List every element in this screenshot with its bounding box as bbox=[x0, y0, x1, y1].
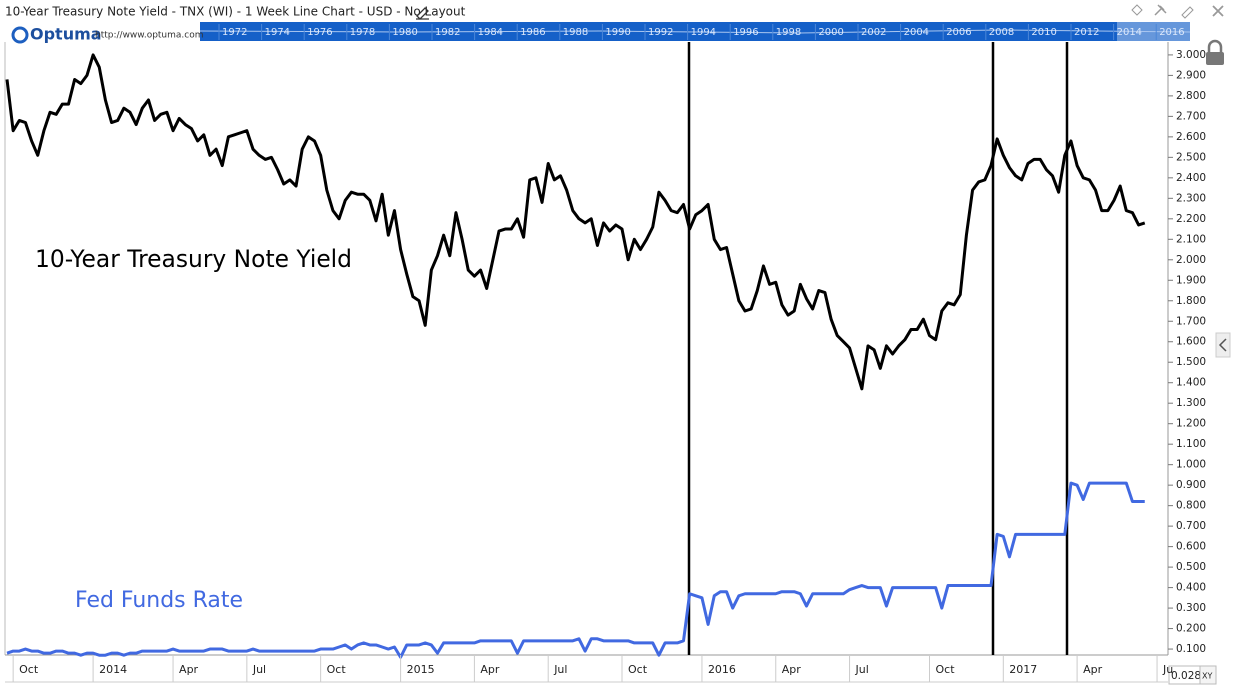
plot-area bbox=[5, 53, 1146, 659]
y-tick-label: 1.600 bbox=[1176, 336, 1206, 348]
x-tick-label: Apr bbox=[1083, 663, 1103, 676]
navigator-year: 1978 bbox=[350, 27, 375, 38]
y-tick-label: 1.200 bbox=[1176, 418, 1206, 430]
x-tick-label: Oct bbox=[936, 663, 956, 676]
y-tick-label: 1.500 bbox=[1176, 356, 1206, 368]
navigator-year: 2012 bbox=[1074, 27, 1099, 38]
navigator-year: 1982 bbox=[435, 27, 460, 38]
navigator-year: 1974 bbox=[265, 27, 290, 38]
diamond-icon[interactable] bbox=[1131, 4, 1143, 16]
lock-shackle bbox=[1207, 39, 1223, 52]
panel-arrow bbox=[1218, 338, 1227, 352]
x-tick-label: 2014 bbox=[99, 663, 127, 676]
logo-icon bbox=[11, 26, 29, 44]
x-tick-label: Ju bbox=[1162, 663, 1173, 676]
navigator-year: 2010 bbox=[1031, 27, 1056, 38]
navigator-year: 1996 bbox=[733, 27, 758, 38]
x-tick-label: Oct bbox=[19, 663, 39, 676]
navigator-year: 2000 bbox=[818, 27, 843, 38]
navigator-year: 1992 bbox=[648, 27, 673, 38]
y-tick-label: 3.000 bbox=[1176, 49, 1206, 61]
y-tick-label: 2.800 bbox=[1176, 90, 1206, 102]
series-label: 10-Year Treasury Note Yield bbox=[35, 245, 352, 273]
x-tick-label: Apr bbox=[782, 663, 802, 676]
y-tick-label: 1.900 bbox=[1176, 274, 1206, 286]
pencil-icon[interactable] bbox=[1181, 6, 1194, 19]
panel-toggle[interactable] bbox=[1215, 332, 1231, 358]
navigator-year: 1980 bbox=[392, 27, 417, 38]
navigator-year: 2016 bbox=[1159, 27, 1184, 38]
navigator-trace bbox=[199, 29, 1191, 34]
y-tick-label: 2.000 bbox=[1176, 254, 1206, 266]
x-tick-label: Oct bbox=[628, 663, 648, 676]
navigator-year: 2008 bbox=[989, 27, 1014, 38]
x-tick-label: 2016 bbox=[708, 663, 736, 676]
readout: 0.028: bbox=[1171, 670, 1205, 682]
x-tick-label: Jul bbox=[553, 663, 567, 676]
navigator-year: 2014 bbox=[1117, 27, 1142, 38]
series-line bbox=[5, 53, 1146, 391]
y-tick-label: 2.400 bbox=[1176, 172, 1206, 184]
series-line bbox=[6, 481, 1145, 659]
mode-box[interactable] bbox=[1199, 665, 1217, 685]
close-icon[interactable] bbox=[1212, 5, 1224, 17]
navigator-year: 1986 bbox=[520, 27, 545, 38]
y-tick-label: 0.400 bbox=[1176, 582, 1206, 594]
navigator-year: 1990 bbox=[605, 27, 630, 38]
y-tick-label: 1.300 bbox=[1176, 397, 1206, 409]
navigator-year: 1984 bbox=[478, 27, 503, 38]
navigator-year: 1998 bbox=[776, 27, 801, 38]
y-tick-label: 0.500 bbox=[1176, 561, 1206, 573]
x-tick-label: Jul bbox=[855, 663, 869, 676]
navigator-year: 1976 bbox=[307, 27, 332, 38]
y-tick-label: 0.900 bbox=[1176, 479, 1206, 491]
y-tick-label: 1.400 bbox=[1176, 377, 1206, 389]
y-tick-label: 0.800 bbox=[1176, 500, 1206, 512]
navigator-year: 1994 bbox=[691, 27, 716, 38]
edit-icon[interactable] bbox=[416, 7, 429, 20]
y-tick-label: 0.100 bbox=[1176, 643, 1206, 655]
navigator-years: 1972 1974 1976 1978 1980 1982 1984 1986 1988 1990… bbox=[218, 24, 1185, 40]
x-tick-label: 2017 bbox=[1009, 663, 1037, 676]
navigator-year: 1972 bbox=[222, 27, 247, 38]
y-tick-label: 0.300 bbox=[1176, 602, 1206, 614]
y-tick-label: 2.600 bbox=[1176, 131, 1206, 143]
y-tick-label: 1.000 bbox=[1176, 459, 1206, 471]
y-tick-label: 0.200 bbox=[1176, 623, 1206, 635]
y-tick-label: 2.100 bbox=[1176, 233, 1206, 245]
x-tick-label: Apr bbox=[179, 663, 199, 676]
x-tick-label: 2015 bbox=[407, 663, 435, 676]
pin-icon[interactable] bbox=[1154, 4, 1167, 16]
navigator-year: 2004 bbox=[904, 27, 929, 38]
x-tick-label: Jul bbox=[252, 663, 266, 676]
navigator-year: 2002 bbox=[861, 27, 886, 38]
mode[interactable]: XY bbox=[1202, 672, 1212, 681]
y-tick-label: 2.700 bbox=[1176, 110, 1206, 122]
y-tick-label: 2.300 bbox=[1176, 192, 1206, 204]
y-tick-label: 0.700 bbox=[1176, 520, 1206, 532]
y-tick-label: 2.900 bbox=[1176, 69, 1206, 81]
y-tick-label: 1.100 bbox=[1176, 438, 1206, 450]
y-tick-label: 2.200 bbox=[1176, 213, 1206, 225]
logo-area bbox=[5, 22, 200, 41]
x-tick-label: Apr bbox=[480, 663, 500, 676]
y-tick-label: 1.800 bbox=[1176, 295, 1206, 307]
logo-name: Optuma bbox=[30, 25, 102, 44]
lock-icon[interactable] bbox=[1206, 52, 1224, 65]
logo-url[interactable]: http://www.optuma.com bbox=[95, 31, 204, 41]
title-bar bbox=[0, 0, 1236, 22]
x-tick-label: Oct bbox=[327, 663, 347, 676]
chart-title: 10-Year Treasury Note Yield - TNX (WI) -… bbox=[5, 5, 466, 19]
y-tick-label: 2.500 bbox=[1176, 151, 1206, 163]
y-tick-label: 1.700 bbox=[1176, 315, 1206, 327]
y-tick-label: 0.600 bbox=[1176, 541, 1206, 553]
navigator-year: 2006 bbox=[946, 27, 971, 38]
navigator-year: 1988 bbox=[563, 27, 588, 38]
series-label: Fed Funds Rate bbox=[75, 588, 243, 613]
